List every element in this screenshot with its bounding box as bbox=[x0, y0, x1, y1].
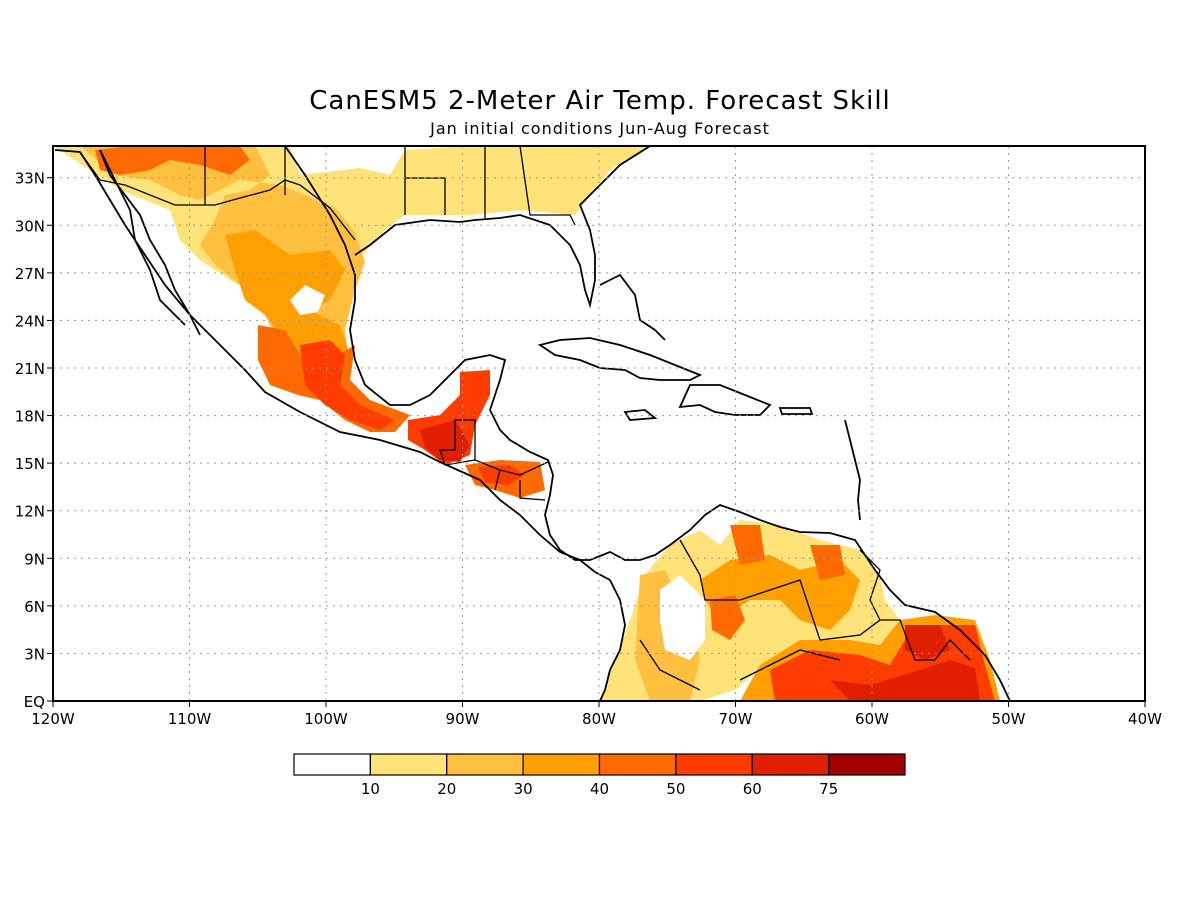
lat-tick-label: 33N bbox=[15, 170, 45, 188]
lat-tick-label: 3N bbox=[24, 645, 45, 663]
longitude-labels: 120W 110W 100W 90W 80W 70W 60W 50W 40W bbox=[31, 710, 1162, 728]
colorbar-label: 60 bbox=[743, 780, 762, 798]
chart-title: CanESM5 2-Meter Air Temp. Forecast Skill bbox=[309, 86, 891, 116]
coastline-lesser-antilles bbox=[844, 419, 861, 521]
lat-tick-label: 21N bbox=[15, 360, 45, 378]
coastline-central-america bbox=[489, 409, 1011, 701]
colorbar-label: 75 bbox=[819, 780, 838, 798]
lon-tick-label: 60W bbox=[855, 710, 889, 728]
colorbar-label: 40 bbox=[590, 780, 609, 798]
colorbar-label: 20 bbox=[437, 780, 456, 798]
lat-tick-label: 30N bbox=[15, 217, 45, 235]
latitude-labels: 33N 30N 27N 24N 21N 18N 15N 12N 9N 6N 3N EQ bbox=[15, 170, 45, 711]
skill-region-smexico-60 bbox=[300, 340, 395, 430]
lon-tick-label: 50W bbox=[992, 710, 1026, 728]
colorbar-label: 50 bbox=[666, 780, 685, 798]
coastline-jamaica bbox=[623, 409, 658, 421]
colorbar-swatch bbox=[598, 753, 677, 776]
border-south-america bbox=[639, 539, 971, 691]
coastline-hispaniola bbox=[678, 384, 772, 416]
border-us-mexico bbox=[79, 151, 356, 241]
skill-region-amazon-75 bbox=[830, 625, 980, 701]
skill-region-colombia-white bbox=[660, 575, 705, 660]
coastline-baja bbox=[99, 149, 201, 336]
colorbar-labels: 10 20 30 40 50 60 75 bbox=[361, 780, 838, 798]
skill-region-venezuela-50 bbox=[710, 525, 845, 640]
lon-tick-label: 100W bbox=[304, 710, 348, 728]
coastline-south-america-pacific bbox=[599, 579, 626, 701]
lon-tick-label: 40W bbox=[1128, 710, 1162, 728]
colorbar-label: 10 bbox=[361, 780, 380, 798]
colorbar-swatch bbox=[446, 753, 524, 776]
lat-tick-label: EQ bbox=[24, 693, 45, 711]
colorbar-swatch bbox=[522, 753, 601, 776]
coastlines bbox=[54, 146, 1011, 701]
graticule bbox=[53, 146, 1145, 701]
lat-tick-label: 9N bbox=[24, 550, 45, 568]
border-guatemala-belize bbox=[439, 419, 476, 466]
coastline-gulf-mexico bbox=[284, 146, 507, 411]
colorbar-swatch bbox=[369, 753, 448, 776]
lon-tick-label: 80W bbox=[582, 710, 616, 728]
lon-tick-label: 120W bbox=[31, 710, 75, 728]
colorbar-swatch bbox=[751, 753, 830, 776]
political-borders bbox=[79, 146, 971, 691]
coastline-pacific-mexico bbox=[54, 149, 611, 581]
skill-region-guatemala-75 bbox=[420, 420, 470, 462]
skill-region-honduras-60 bbox=[478, 465, 525, 485]
lon-tick-label: 90W bbox=[446, 710, 480, 728]
coastline-puerto-rico bbox=[778, 407, 814, 415]
lat-tick-label: 12N bbox=[15, 503, 45, 521]
colorbar-label: 30 bbox=[514, 780, 533, 798]
chart-subtitle: Jan initial conditions Jun-Aug Forecast bbox=[430, 119, 770, 138]
lat-tick-label: 18N bbox=[15, 408, 45, 426]
colorbar-swatch bbox=[675, 753, 753, 776]
coastline-cuba bbox=[537, 337, 703, 381]
colorbar-swatch bbox=[828, 753, 906, 776]
lat-tick-label: 6N bbox=[24, 598, 45, 616]
colorbar-swatch bbox=[293, 753, 371, 776]
lat-tick-label: 15N bbox=[15, 455, 45, 473]
tick-marks bbox=[47, 177, 1146, 707]
skill-region-mexico-white bbox=[290, 285, 325, 315]
lon-tick-label: 110W bbox=[168, 710, 212, 728]
lat-tick-label: 24N bbox=[15, 312, 45, 330]
skill-shading bbox=[53, 146, 1000, 701]
coastline-florida-keys bbox=[599, 273, 666, 341]
border-central-america bbox=[474, 459, 549, 501]
skill-region-nw-hotspot bbox=[95, 146, 250, 175]
lat-tick-label: 27N bbox=[15, 265, 45, 283]
coastline-us-gulf bbox=[354, 146, 651, 309]
lon-tick-label: 70W bbox=[719, 710, 753, 728]
colorbar bbox=[293, 753, 906, 776]
